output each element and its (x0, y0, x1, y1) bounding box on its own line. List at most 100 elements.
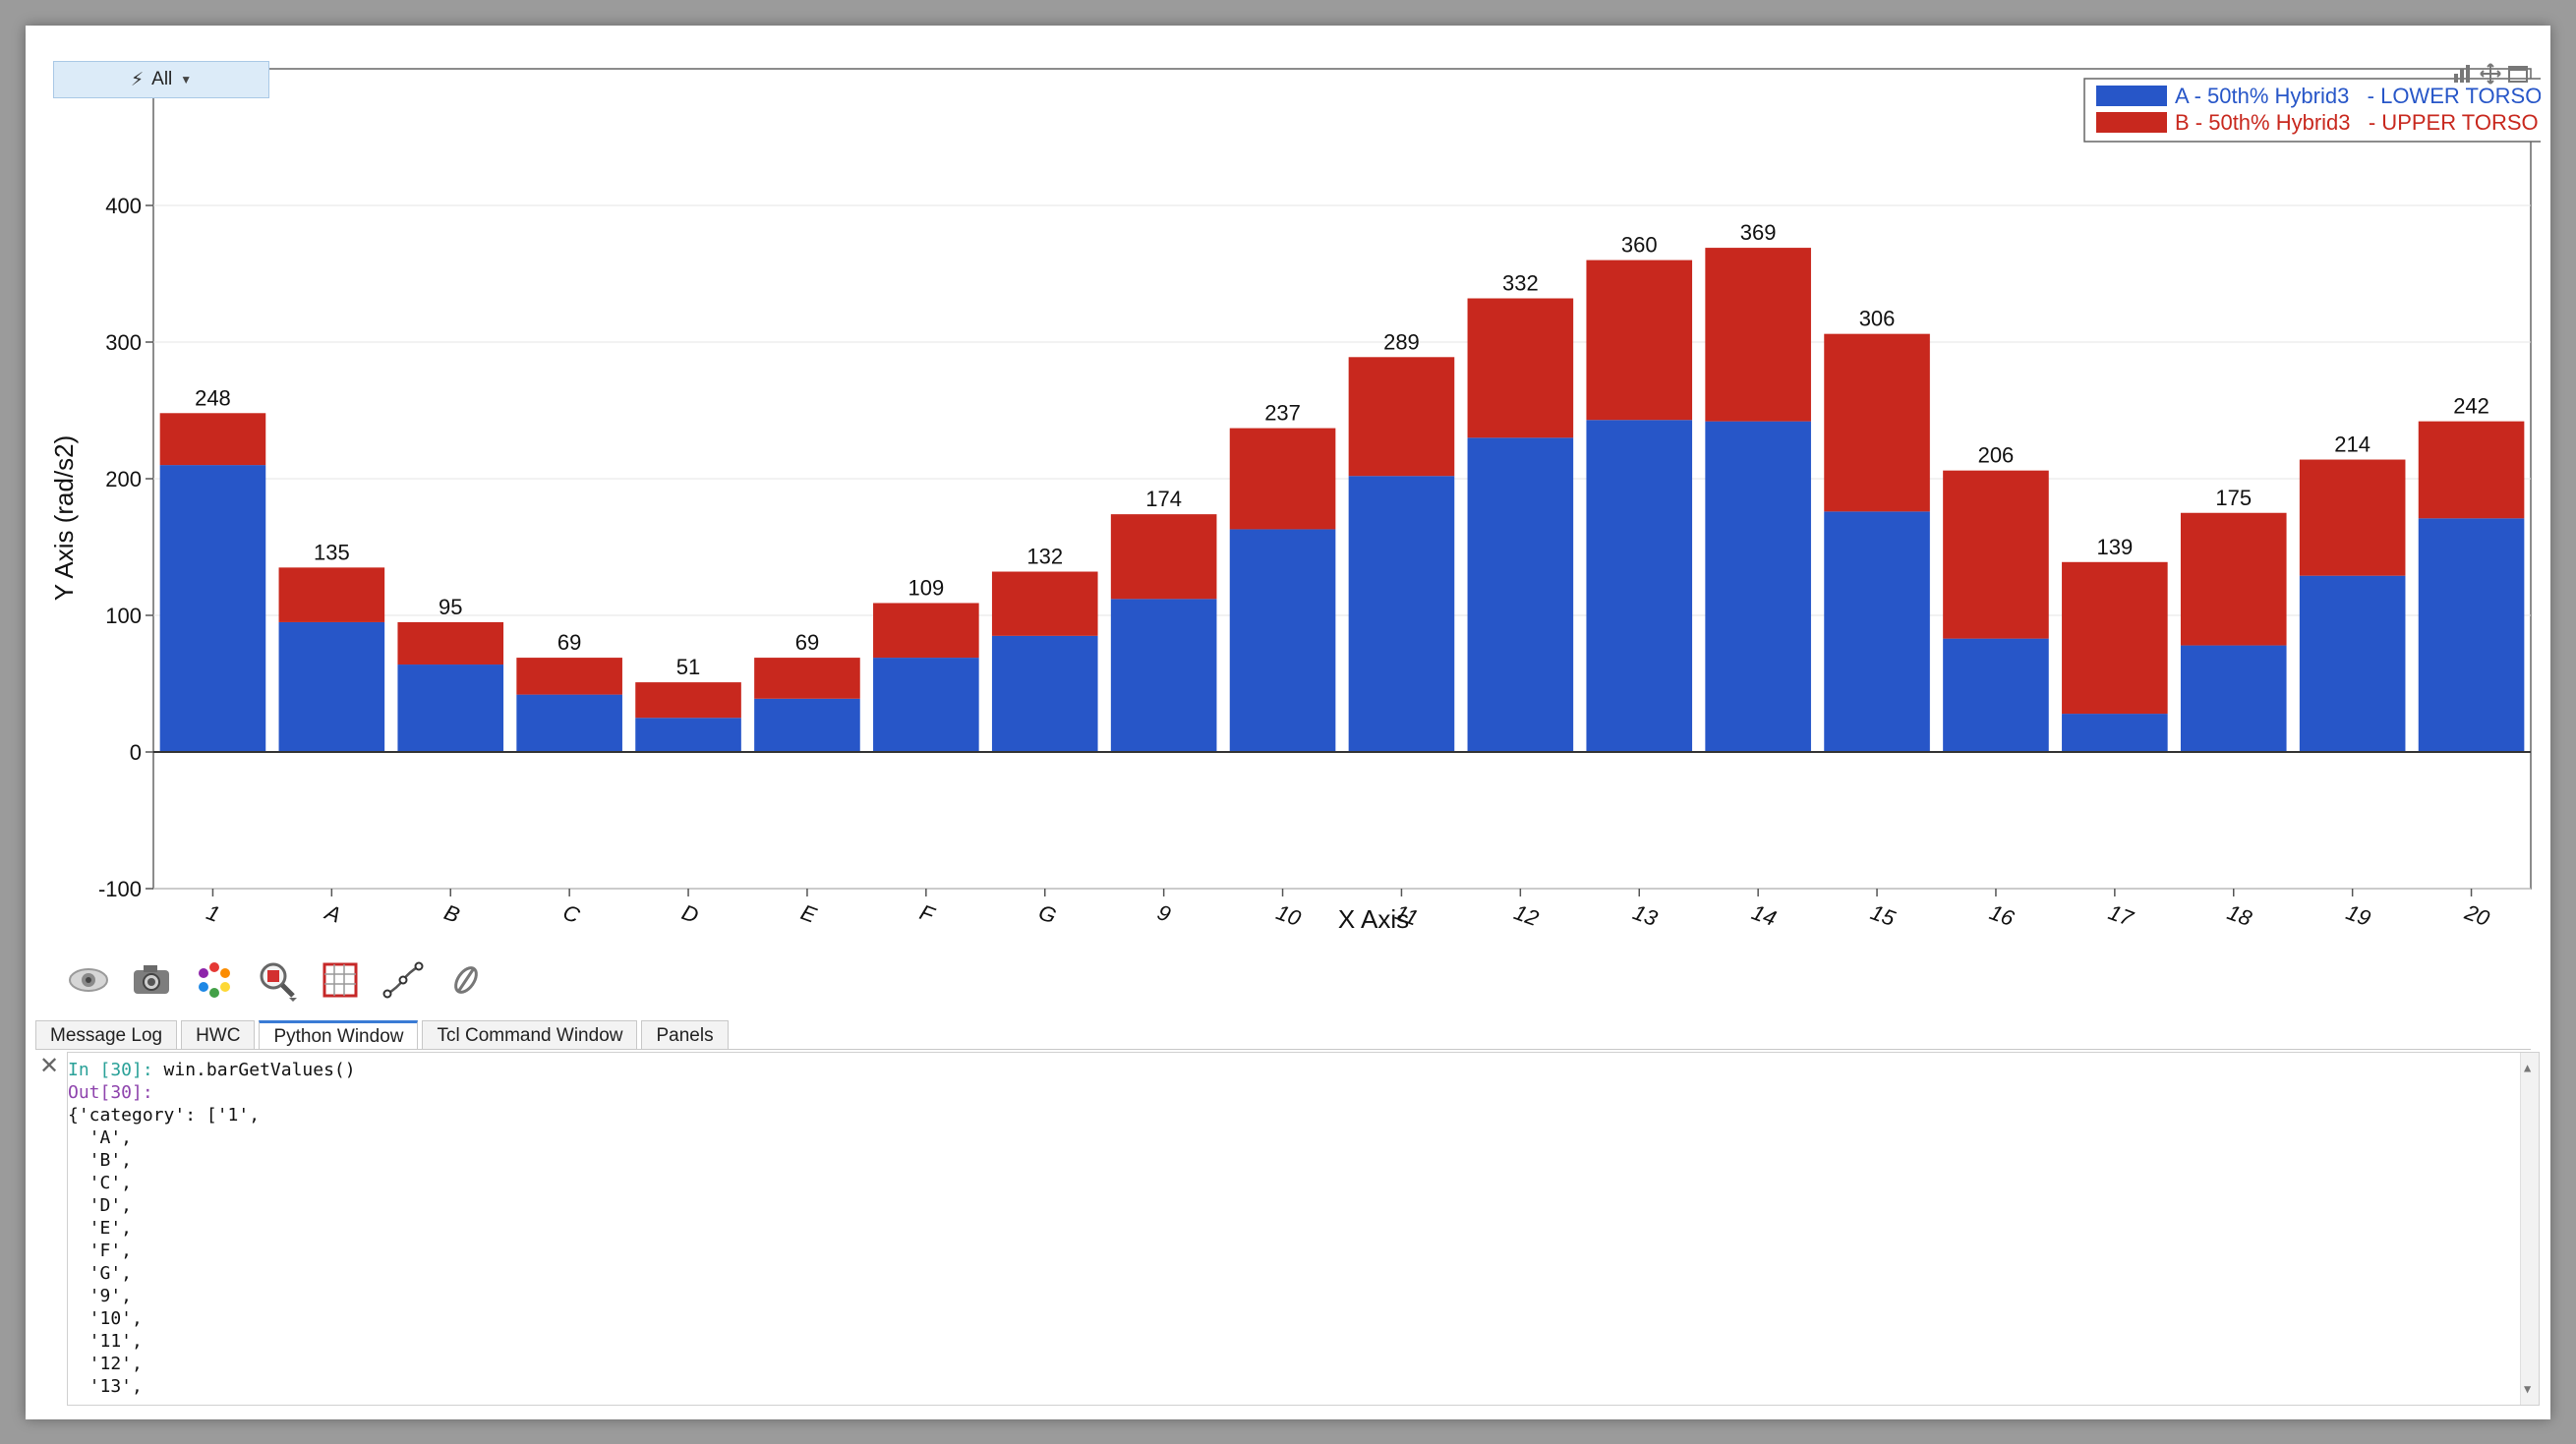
scroll-down-icon[interactable]: ▼ (2524, 1382, 2532, 1396)
filter-dropdown[interactable]: ⚡ All ▼ (53, 61, 269, 98)
zoom-icon[interactable] (256, 958, 299, 1002)
x-tick-label: A (321, 899, 344, 928)
tab-tcl-command-window[interactable]: Tcl Command Window (422, 1020, 638, 1050)
bar-segment-b (754, 658, 860, 699)
y-tick-label: 400 (105, 194, 142, 218)
tab-hwc[interactable]: HWC (181, 1020, 256, 1050)
grid-frame-icon[interactable] (319, 958, 362, 1002)
bar-segment-a (2062, 714, 2168, 752)
bar-chart: -10001002003004002481135A95B69C51D69E109… (49, 68, 2541, 934)
tab-panels[interactable]: Panels (641, 1020, 729, 1050)
bar-segment-b (516, 658, 622, 695)
y-tick-label: -100 (98, 877, 142, 901)
console-output-line: 'B', (68, 1150, 133, 1171)
x-tick-label: F (916, 899, 939, 928)
bar-segment-a (159, 465, 266, 752)
x-tick-label: 12 (1511, 899, 1543, 931)
console-output-line: 'C', (68, 1173, 133, 1193)
x-tick-label: C (559, 899, 583, 928)
console-output-line: 'G', (68, 1263, 133, 1284)
bar-segment-b (1705, 248, 1811, 422)
close-icon[interactable]: ✕ (39, 1053, 60, 1079)
bar-segment-b (873, 603, 979, 659)
y-tick-label: 0 (130, 740, 142, 765)
bar-segment-a (1705, 421, 1811, 752)
bar-total-label: 69 (795, 630, 819, 655)
x-tick-label: E (797, 899, 820, 928)
bar-segment-b (2180, 512, 2287, 646)
application-window: -100 0 100 200 300 400 248 1 135 A 95 B 69 C 51 D 69 E 109… (26, 26, 2550, 1419)
bar-segment-b (1824, 333, 1930, 512)
bar-total-label: 51 (676, 655, 700, 679)
console-output-line: '12', (68, 1354, 143, 1374)
x-tick-label: 20 (2461, 899, 2493, 931)
bar-total-label: 69 (557, 630, 581, 655)
y-tick-label: 100 (105, 604, 142, 628)
console-output-line: 'F', (68, 1241, 133, 1261)
bar-segment-a (873, 658, 979, 752)
curve-edit-icon[interactable] (381, 958, 425, 1002)
bar-total-label: 135 (314, 540, 350, 564)
eye-icon[interactable] (67, 958, 110, 1002)
x-tick-label: 18 (2224, 899, 2255, 931)
console-output-line: 'A', (68, 1127, 133, 1148)
x-tick-label: D (678, 899, 702, 928)
bar-segment-b (1586, 260, 1693, 421)
bar-chart-icon[interactable] (2452, 64, 2474, 89)
bar-total-label: 248 (195, 385, 231, 410)
bar-total-label: 360 (1621, 233, 1658, 258)
console-output: {'category': ['1', 'A', 'B', 'C', 'D', '… (68, 1104, 2539, 1398)
color-palette-icon[interactable] (193, 958, 236, 1002)
plot-panel: -100 0 100 200 300 400 248 1 135 A 95 B 69 C 51 D 69 E 109… (39, 41, 2541, 946)
bar-segment-a (991, 635, 1098, 752)
x-tick-label: G (1035, 899, 1060, 928)
bar-total-label: 242 (2453, 394, 2489, 419)
bar-segment-a (2418, 518, 2525, 752)
scroll-up-icon[interactable]: ▲ (2524, 1061, 2532, 1074)
legend-swatch (2096, 112, 2167, 133)
bar-segment-b (991, 571, 1098, 636)
console-output-line: '11', (68, 1331, 143, 1352)
tab-python-window[interactable]: Python Window (259, 1020, 419, 1050)
bar-segment-a (278, 621, 385, 752)
camera-icon[interactable] (130, 958, 173, 1002)
bar-segment-b (159, 413, 266, 466)
legend-entry: B - 50th% Hybrid3 - UPPER TORSO (2175, 110, 2539, 135)
bottom-tab-bar: Message Log HWC Python Window Tcl Command W… (35, 1020, 729, 1050)
console-output-line: 'E', (68, 1218, 133, 1239)
x-tick-label: 10 (1273, 899, 1305, 931)
bar-segment-a (516, 694, 622, 752)
bar-total-label: 139 (2096, 535, 2133, 559)
tab-message-log[interactable]: Message Log (35, 1020, 178, 1050)
x-tick-label: 13 (1630, 899, 1662, 931)
bar-segment-b (278, 567, 385, 622)
bar-segment-a (1467, 437, 1574, 752)
console-output-line: '13', (68, 1376, 143, 1397)
y-tick-label: 200 (105, 467, 142, 491)
bar-segment-a (754, 698, 860, 752)
bar-total-label: 109 (907, 575, 944, 600)
x-tick-label: 16 (1986, 899, 2018, 931)
bar-total-label: 175 (2215, 486, 2252, 510)
link-icon[interactable] (444, 958, 488, 1002)
legend-swatch (2096, 86, 2167, 106)
console-output-prompt-line: Out[30]: (68, 1081, 2539, 1104)
maximize-icon[interactable] (2507, 64, 2529, 89)
bar-segment-b (1229, 428, 1336, 530)
bar-total-label: 174 (1145, 487, 1182, 511)
bar-total-label: 214 (2334, 433, 2371, 457)
console-input-line: In [30]: win.barGetValues() (68, 1059, 2539, 1081)
bar-total-label: 369 (1740, 220, 1777, 245)
move-icon[interactable] (2480, 63, 2501, 90)
x-tick-label: 1 (204, 899, 223, 927)
plot-toolbar (67, 955, 488, 1005)
console-command: win.barGetValues() (152, 1060, 356, 1080)
python-console[interactable]: In [30]: win.barGetValues() Out[30]: {'c… (67, 1052, 2540, 1406)
bar-total-label: 332 (1502, 271, 1539, 296)
bar-segment-a (2180, 645, 2287, 752)
x-tick-label: 17 (2105, 899, 2137, 931)
bar-segment-a (1110, 599, 1217, 752)
bar-total-label: 306 (1859, 307, 1896, 331)
console-scrollbar[interactable]: ▲ ▼ (2520, 1053, 2539, 1405)
x-tick-label: 19 (2343, 899, 2374, 931)
